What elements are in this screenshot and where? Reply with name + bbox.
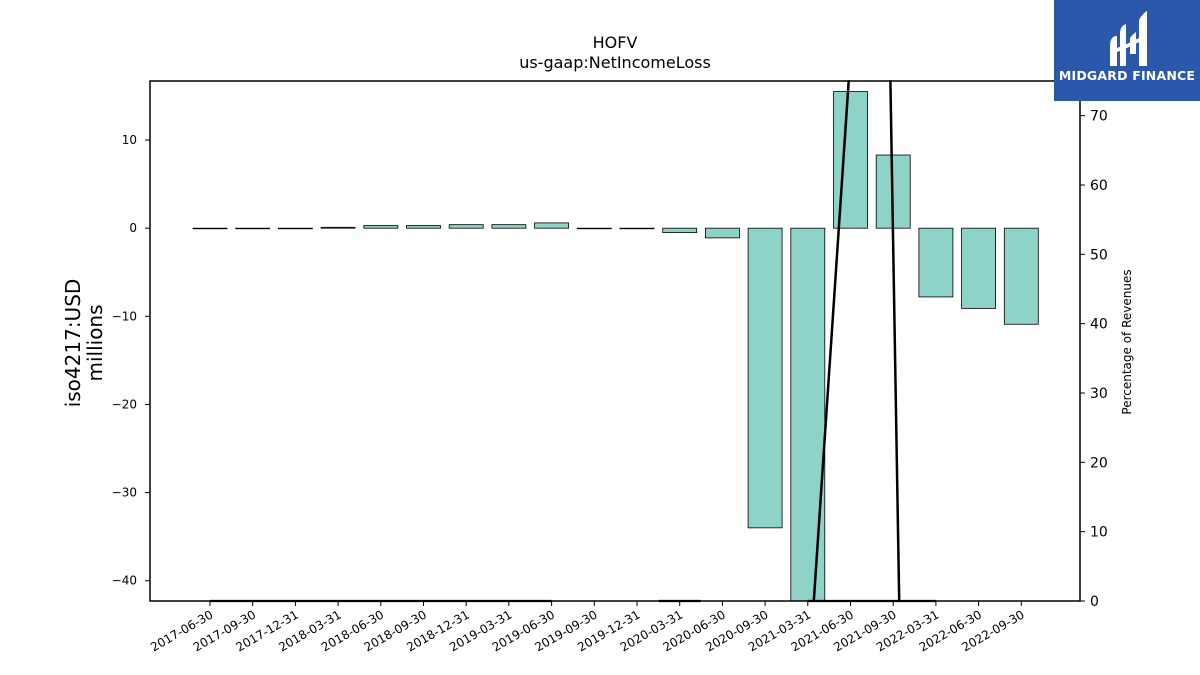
y2-tick-label: 20 <box>1090 455 1108 471</box>
bar <box>192 227 228 230</box>
y2-tick-label: 40 <box>1090 317 1108 333</box>
bar <box>491 224 527 229</box>
y-axis-left: 10 0 −10 −20 −30 −40 <box>112 133 150 588</box>
bar <box>662 227 698 233</box>
plot-frame <box>149 80 1081 602</box>
bar <box>277 227 313 230</box>
bar <box>619 227 655 230</box>
x-axis: 2017-06-302017-09-302017-12-312018-03-31… <box>148 601 1027 654</box>
bar <box>406 225 441 229</box>
y2-tick-label: 70 <box>1090 109 1108 125</box>
bar <box>235 227 271 230</box>
midgard-finance-logo: MIDGARD FINANCE <box>1054 0 1200 101</box>
y2-tick-label: 30 <box>1090 386 1108 402</box>
bar <box>448 224 484 229</box>
plot-top-mask <box>149 0 1081 81</box>
y2-tick-label: 60 <box>1090 178 1108 194</box>
bar <box>790 227 826 602</box>
logo-text: MIDGARD FINANCE <box>1058 68 1196 83</box>
y-tick-label: −30 <box>112 486 137 500</box>
y2-tick-label: 50 <box>1090 247 1108 263</box>
y-axis-label: iso4217:USDmillions <box>61 279 107 408</box>
y-axis-label-line: millions <box>83 304 107 381</box>
chart-title: HOFV <box>593 33 638 52</box>
bar <box>961 227 996 309</box>
bar <box>833 91 868 229</box>
y-tick-label: −10 <box>112 309 137 323</box>
bar <box>576 227 612 230</box>
y2-tick-label: 0 <box>1090 594 1099 610</box>
bar <box>320 226 356 229</box>
bar <box>918 227 954 298</box>
y2-tick-label: 10 <box>1090 525 1108 541</box>
line-layer <box>149 0 1081 603</box>
bars-layer <box>192 91 1039 602</box>
y2-axis-label: Percentage of Revenues <box>1120 269 1134 414</box>
bar <box>534 222 569 229</box>
y-axis-label-line: iso4217:USD <box>61 279 85 408</box>
bar <box>705 227 740 239</box>
bar <box>363 225 399 229</box>
midgard-logo-icon <box>1110 11 1147 66</box>
chart-subtitle: us-gaap:NetIncomeLoss <box>519 53 711 72</box>
bar <box>1003 227 1039 325</box>
y-tick-label: −20 <box>112 397 137 411</box>
y-tick-label: −40 <box>112 574 137 588</box>
y-tick-label: 10 <box>122 133 137 147</box>
y-tick-label: 0 <box>129 221 137 235</box>
y-axis-right: 0 10 20 30 40 50 60 70 <box>1080 109 1108 610</box>
bar <box>747 227 783 529</box>
